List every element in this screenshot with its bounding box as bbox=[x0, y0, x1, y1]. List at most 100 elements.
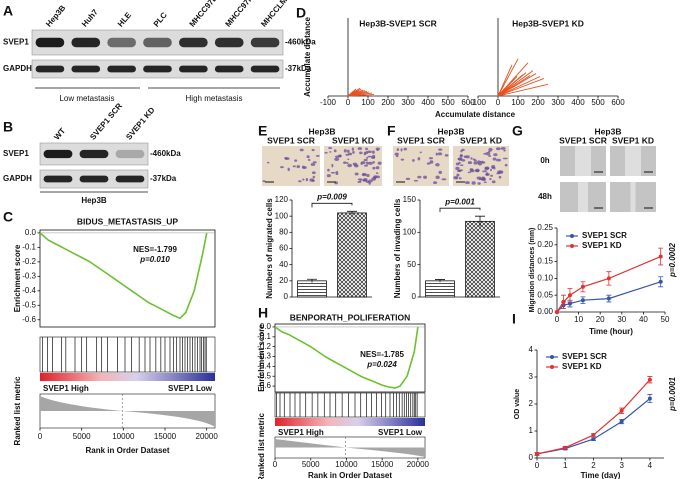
legend-marker bbox=[570, 244, 574, 248]
cell-stain bbox=[474, 169, 478, 172]
cell-stain bbox=[459, 154, 463, 158]
rank-color-bar bbox=[40, 373, 215, 381]
cell-stain bbox=[284, 156, 288, 160]
y-tick-label: 2 bbox=[529, 399, 534, 408]
lane-label: Hep3B bbox=[44, 3, 67, 28]
blot-band bbox=[250, 65, 280, 73]
x-tick-label: 600 bbox=[611, 98, 625, 107]
x-tick-label: 200 bbox=[381, 98, 395, 107]
cell-stain bbox=[403, 147, 408, 151]
y-axis-label: Numbers of migrated cells bbox=[265, 198, 274, 299]
phenotype-label: SVEP1 High bbox=[43, 384, 89, 393]
cell-stain bbox=[465, 181, 470, 185]
point bbox=[580, 298, 585, 303]
cell-stain bbox=[371, 156, 376, 159]
cell-stain bbox=[306, 155, 310, 159]
phenotype-label: SVEP1 Low bbox=[378, 428, 423, 437]
y-tick-label: -0.3 bbox=[257, 352, 271, 361]
cell-stain bbox=[373, 176, 377, 180]
cell-stain bbox=[367, 150, 372, 154]
cell-stain bbox=[367, 155, 373, 158]
cell-stain bbox=[352, 162, 358, 166]
size-label: -460kDa bbox=[285, 38, 316, 47]
cell-stain bbox=[503, 149, 506, 152]
x-tick-label: 10 bbox=[574, 315, 583, 324]
cell-stain bbox=[365, 147, 368, 151]
cell-stain bbox=[363, 158, 368, 162]
cell-stain bbox=[461, 159, 466, 162]
x-tick-label: -100 bbox=[470, 98, 487, 107]
y-tick-label: 40 bbox=[279, 260, 288, 269]
y-axis-label: Ranked list metric bbox=[13, 376, 22, 445]
y-tick-label: 0.0 bbox=[25, 228, 37, 237]
cell-stain bbox=[331, 163, 334, 168]
cell-stain bbox=[309, 178, 315, 182]
y-tick-label: -0.1 bbox=[22, 242, 36, 251]
cell-stain bbox=[266, 161, 270, 164]
cell-stain bbox=[298, 180, 302, 183]
cell-stain bbox=[489, 177, 492, 181]
lane-label: MHCC97H bbox=[223, 0, 255, 29]
legend-marker bbox=[550, 365, 554, 369]
cell-stain bbox=[345, 153, 350, 156]
y-tick-label: -0.4 bbox=[257, 361, 271, 370]
cell-stain bbox=[326, 174, 331, 178]
cell-stain bbox=[437, 152, 443, 156]
cell-stain bbox=[476, 176, 482, 180]
cell-stain bbox=[395, 155, 399, 158]
cell-stain bbox=[359, 151, 363, 155]
group-label: High metastasis bbox=[186, 94, 243, 103]
chart-title: Hep3B-SVEP1 KD bbox=[512, 18, 584, 28]
cell-stain bbox=[498, 175, 502, 179]
point bbox=[606, 276, 611, 281]
legend-label: SVEP1 SCR bbox=[562, 352, 607, 361]
cell-stain bbox=[457, 157, 462, 161]
annotation: NES=-1.799 bbox=[133, 245, 177, 254]
blot-band bbox=[107, 65, 136, 73]
lane-label: MHCC97L bbox=[188, 0, 219, 29]
y-tick-label: -0.4 bbox=[22, 286, 36, 295]
legend-label: SVEP1 KD bbox=[562, 362, 602, 371]
x-tick-label: 10000 bbox=[112, 432, 135, 441]
plot-frame bbox=[39, 229, 216, 328]
y-tick-label: -0.1 bbox=[257, 332, 271, 341]
x-tick-label: 500 bbox=[591, 98, 605, 107]
x-tick-label: 500 bbox=[441, 98, 455, 107]
point bbox=[561, 299, 566, 304]
x-axis-label: Accumulate distance bbox=[435, 110, 516, 119]
point bbox=[591, 433, 596, 438]
cell-stain bbox=[470, 169, 475, 173]
cell-stain bbox=[312, 161, 317, 164]
lane-label: SVEP1 SCR bbox=[88, 101, 124, 141]
cell-stain bbox=[444, 154, 449, 157]
bar bbox=[297, 280, 327, 298]
y-tick-label: 100 bbox=[403, 227, 417, 236]
cell-stain bbox=[280, 166, 284, 169]
y-tick-label: -0.6 bbox=[22, 315, 36, 324]
x-tick-label: 400 bbox=[421, 98, 435, 107]
x-axis-label: Rank in Order Dataset bbox=[308, 471, 392, 479]
y-tick-label: 120 bbox=[275, 195, 289, 204]
blot-band bbox=[143, 65, 172, 73]
panel-label: H bbox=[258, 305, 268, 321]
blot-band bbox=[43, 175, 73, 183]
y-axis-label: Enrichment score bbox=[13, 244, 22, 312]
point bbox=[567, 293, 572, 298]
bar bbox=[425, 280, 455, 298]
x-tick-label: 3 bbox=[619, 461, 624, 470]
image-label: SVEP1 SCR bbox=[267, 135, 315, 145]
cell-stain bbox=[394, 152, 399, 156]
y-tick-label: 80 bbox=[279, 227, 288, 236]
blot-band bbox=[35, 37, 65, 48]
y-axis-label: Migration distances (mm) bbox=[529, 228, 536, 313]
cell-stain bbox=[502, 157, 508, 160]
image-title: Hep3B bbox=[438, 126, 465, 136]
phenotype-label: SVEP1 High bbox=[278, 428, 324, 437]
cell-stain bbox=[490, 174, 494, 177]
cell-stain bbox=[337, 154, 342, 158]
cell-stain bbox=[305, 177, 309, 182]
x-tick-label: 300 bbox=[401, 98, 415, 107]
y-tick-label: -0.6 bbox=[257, 381, 271, 390]
rank-color-bar bbox=[275, 418, 425, 426]
cell-stain bbox=[455, 162, 460, 166]
